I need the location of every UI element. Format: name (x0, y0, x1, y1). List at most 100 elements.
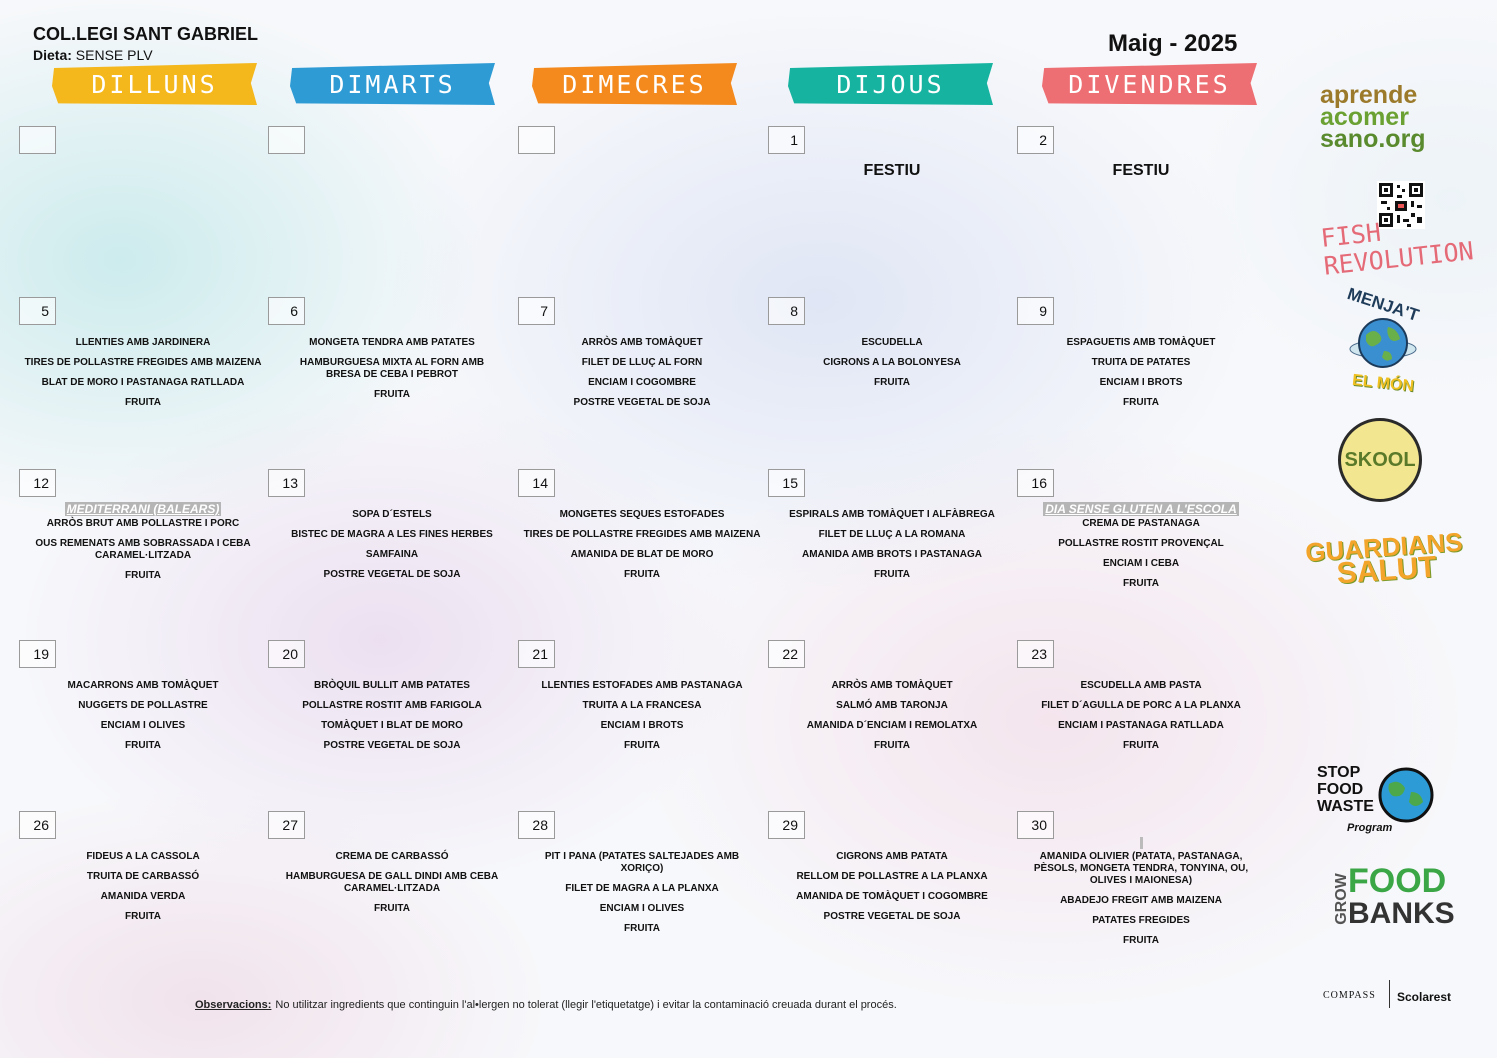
diet-line: Dieta: SENSE PLV (33, 47, 153, 63)
month-title: Maig - 2025 (1108, 30, 1238, 57)
weekday-dimecres: DIMECRES (532, 63, 737, 105)
menu-list: FESTIU (1017, 162, 1265, 180)
menu-list: ESPIRALS AMB TOMÀQUET I ALFÀBREGA FILET D… (768, 509, 1016, 589)
menu-list: DIA SENSE GLUTEN A L'ESCOLA CREMA DE PAST… (1017, 502, 1265, 598)
dish-item: ESCUDELLA (861, 337, 923, 348)
date-box: 23 (1017, 640, 1054, 668)
menu-list: ESPAGUETIS AMB TOMÀQUET TRUITA DE PATATES… (1017, 337, 1265, 417)
date-box: 19 (19, 640, 56, 668)
dish-item: PATATES FREGIDES (1092, 915, 1190, 926)
dish-item: ESPAGUETIS AMB TOMÀQUET (1066, 337, 1216, 348)
menu-list: MONGETA TENDRA AMB PATATES HAMBURGUESA MI… (268, 337, 516, 409)
menu-list: MONGETES SEQUES ESTOFADES TIRES DE POLLAS… (518, 509, 766, 589)
scolarest-text: Scolarest (1397, 990, 1452, 1004)
sano-text: sano.org (1320, 125, 1426, 153)
dish-item: ENCIAM I OLIVES (599, 903, 685, 914)
dish-item: ESPIRALS AMB TOMÀQUET I ALFÀBREGA (789, 509, 995, 520)
food-banks-banks-text: BANKS (1348, 897, 1455, 930)
dish-item: CIGRONS A LA BOLONYESA (823, 357, 961, 368)
dish-item: CIGRONS AMB PATATA (836, 851, 948, 862)
dish-item: FRUITA (374, 903, 410, 914)
dish-item: FRUITA (374, 389, 410, 400)
dish-item: BLAT DE MORO I PASTANAGA RATLLADA (41, 377, 245, 388)
dish-item: FILET DE LLUÇ A LA ROMANA (818, 529, 966, 540)
dish-item: SOPA D´ESTELS (352, 509, 432, 520)
date-box: 9 (1017, 297, 1054, 325)
date-box: 2 (1017, 126, 1054, 154)
menu-list: MACARRONS AMB TOMÀQUET NUGGETS DE POLLAST… (19, 680, 267, 760)
fish-revolution-logo: FISH REVOLUTION (1319, 209, 1475, 281)
dish-item: POLLASTRE ROSTIT AMB FARIGOLA (302, 700, 482, 711)
earth-icon (1349, 318, 1417, 368)
dish-item: ENCIAM I CEBA (1102, 558, 1180, 569)
menu-list: ARRÒS AMB TOMÀQUET SALMÓ AMB TARONJA AMANI… (768, 680, 1016, 760)
dish-item: PIT I PANA (PATATES SALTEJADES AMB XORIÇ… (544, 851, 740, 874)
waste-text: WASTE (1317, 798, 1374, 815)
menu-list: AMANIDA OLIVIER (PATATA, PASTANAGA, PÈSO… (1017, 837, 1265, 955)
dish-item: TOMÀQUET I BLAT DE MORO (321, 720, 463, 731)
menu-list: SOPA D´ESTELS BISTEC DE MAGRA A LES FINES… (268, 509, 516, 589)
dish-item: BISTEC DE MAGRA A LES FINES HERBES (291, 529, 493, 540)
dish-item: ENCIAM I BROTS (1099, 377, 1183, 388)
dish-item: FRUITA (874, 377, 910, 388)
menjat-el-mon-logo: MENJA'T EL MÓN (1328, 284, 1438, 395)
observations: Observacions: No utilitzar ingredients qu… (195, 999, 897, 1011)
date-box: 29 (768, 811, 805, 839)
dish-item: FRUITA (1123, 397, 1159, 408)
dish-item: FILET DE LLUÇ AL FORN (581, 357, 703, 368)
skool-menu-logo: SKOOL (1338, 418, 1422, 502)
guardians-salut-logo: GUARDIANS SALUT (1304, 527, 1463, 591)
stop-text: STOP (1317, 764, 1361, 781)
dish-item: FRUITA (624, 740, 660, 751)
dish-item: RELLOM DE POLLASTRE A LA PLANXA (796, 871, 988, 882)
program-text: Program (1347, 822, 1393, 834)
dish-item: AMANIDA D´ENCIAM I REMOLATXA (806, 720, 978, 731)
dish-item: AMANIDA VERDA (100, 891, 186, 902)
menu-list: LLENTIES ESTOFADES AMB PASTANAGA TRUITA A… (518, 680, 766, 760)
dish-item: ABADEJO FREGIT AMB MAIZENA (1060, 895, 1222, 906)
dish-item: CREMA DE CARBASSÓ (335, 851, 449, 862)
date-box: 6 (268, 297, 305, 325)
food-banks-food-text: FOOD (1348, 862, 1447, 900)
marker-icon (1139, 837, 1143, 849)
dish-item: FILET DE MAGRA A LA PLANXA (565, 883, 719, 894)
date-box: 7 (518, 297, 555, 325)
dish-item: FRUITA (624, 569, 660, 580)
dish-item: AMANIDA DE BLAT DE MORO (570, 549, 714, 560)
dish-item: HAMBURGUESA MIXTA AL FORN AMB BRESA DE C… (299, 357, 485, 380)
dish-item: FILET D´AGULLA DE PORC A LA PLANXA (1041, 700, 1241, 711)
dish-item: BRÒQUIL BULLIT AMB PATATES (314, 680, 470, 691)
date-box (518, 126, 555, 154)
dish-item: FRUITA (874, 569, 910, 580)
date-box: 21 (518, 640, 555, 668)
stop-food-waste-logo: STOP FOOD WASTE Program (1317, 764, 1437, 834)
date-box: 28 (518, 811, 555, 839)
globe-icon (1378, 767, 1434, 823)
dish-item: TIRES DE POLLASTRE FREGIDES AMB MAIZENA (523, 529, 761, 540)
observations-text: No utilitzar ingredients que continguin … (275, 999, 897, 1011)
menu-list: ESCUDELLA CIGRONS A LA BOLONYESA FRUITA (768, 337, 1016, 397)
dish-item: SAMFAINA (365, 549, 419, 560)
date-box: 20 (268, 640, 305, 668)
dish-item: ENCIAM I PASTANAGA RATLLADA (1058, 720, 1224, 731)
dish-item: POSTRE VEGETAL DE SOJA (323, 740, 461, 751)
dish-item: MACARRONS AMB TOMÀQUET (67, 680, 219, 691)
weekday-dimarts: DIMARTS (290, 63, 495, 105)
dish-item: FRUITA (1123, 935, 1159, 946)
dish-item: FRUITA (624, 923, 660, 934)
dish-item: POLLASTRE ROSTIT PROVENÇAL (1058, 538, 1224, 549)
dish-item: FRUITA (125, 740, 161, 751)
dish-item: FRUITA (125, 570, 161, 581)
weekday-divendres: DIVENDRES (1042, 63, 1257, 105)
date-box: 8 (768, 297, 805, 325)
skoolarest-meraki-logo (1326, 632, 1436, 736)
dish-item: ENCIAM I BROTS (600, 720, 684, 731)
date-box: 26 (19, 811, 56, 839)
dish-item: POSTRE VEGETAL DE SOJA (323, 569, 461, 580)
dish-item: MONGETES SEQUES ESTOFADES (559, 509, 725, 520)
dish-item: POSTRE VEGETAL DE SOJA (573, 397, 711, 408)
menu-list: ESCUDELLA AMB PASTA FILET D´AGULLA DE POR… (1017, 680, 1265, 760)
date-box (19, 126, 56, 154)
theme-label: DIA SENSE GLUTEN A L'ESCOLA (1043, 502, 1239, 516)
dish-item: MONGETA TENDRA AMB PATATES (309, 337, 475, 348)
